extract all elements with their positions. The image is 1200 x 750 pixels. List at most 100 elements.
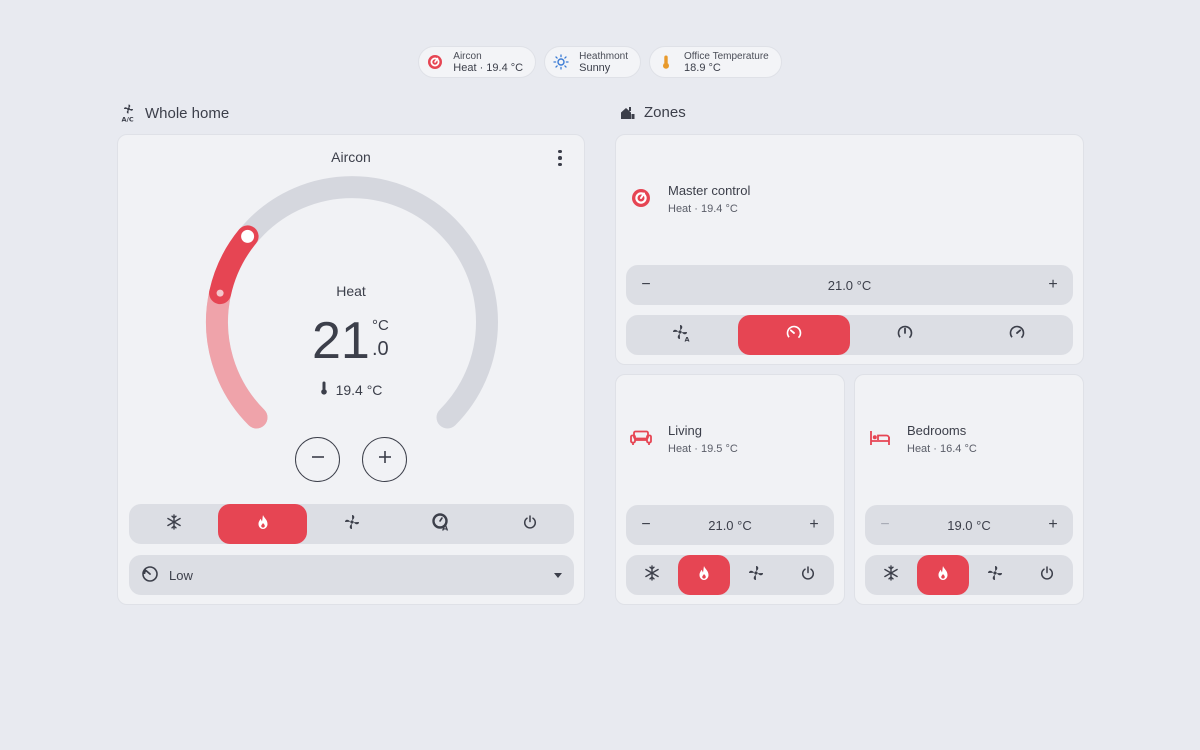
speedometer-medium-icon xyxy=(896,324,914,347)
minus-icon xyxy=(311,450,325,469)
card-title: Aircon xyxy=(331,149,371,165)
mode-heat-button[interactable] xyxy=(917,555,969,595)
zone-state: Heat · 16.4 °C xyxy=(907,443,977,455)
mode-off-button[interactable] xyxy=(485,504,574,544)
thermometer-icon xyxy=(320,381,328,398)
aircon-thermostat-card: Aircon Heat 21 °C .0 19.4 °C A xyxy=(117,134,585,605)
mode-cool-button[interactable] xyxy=(129,504,218,544)
bedrooms-mode-bar xyxy=(865,555,1073,595)
living-temperature-stepper: − 21.0 °C + xyxy=(626,505,834,545)
bedrooms-zone-header[interactable]: Bedrooms Heat · 16.4 °C xyxy=(869,423,977,456)
zone-name: Master control xyxy=(668,183,751,198)
mode-off-button[interactable] xyxy=(782,555,834,595)
hvac-mode-label: Heat xyxy=(336,283,366,299)
current-temperature-value: 19.4 °C xyxy=(335,381,383,398)
thermometer-icon xyxy=(658,54,674,70)
mode-heat-button[interactable] xyxy=(678,555,730,595)
plus-icon xyxy=(378,450,392,469)
master-control-card: Master control Heat · 19.4 °C − 21.0 °C … xyxy=(615,134,1084,365)
zones-heading: Zones xyxy=(620,104,686,121)
speedometer-fast-icon xyxy=(1008,324,1026,347)
fire-icon xyxy=(697,565,711,586)
power-icon xyxy=(801,565,815,585)
section-title: Zones xyxy=(644,104,686,121)
power-icon xyxy=(1040,565,1054,585)
increase-button[interactable]: + xyxy=(1048,276,1058,293)
fire-icon xyxy=(256,514,270,535)
fan-low-button[interactable] xyxy=(737,315,850,355)
mode-cool-button[interactable] xyxy=(626,555,678,595)
thermostat-heat-icon xyxy=(427,54,443,70)
chip-label: Heathmont xyxy=(579,50,629,62)
decrease-button[interactable]: − xyxy=(641,276,651,293)
chip-state: Sunny xyxy=(579,61,611,74)
fan-auto-icon: A xyxy=(672,324,692,347)
fan-mode-bar: A xyxy=(626,315,1073,355)
dial-current-range xyxy=(205,282,268,429)
chip-label: Aircon xyxy=(453,50,482,62)
snowflake-icon xyxy=(644,564,660,586)
zone-name: Living xyxy=(668,423,702,438)
fan-icon xyxy=(344,514,360,535)
fan-medium-button[interactable] xyxy=(850,315,962,355)
chip-state: Heat · 19.4 °C xyxy=(453,61,524,74)
bedrooms-temperature-stepper: − 19.0 °C + xyxy=(865,505,1073,545)
whole-home-heading: A/C Whole home xyxy=(121,104,229,122)
target-temperature: 21.0 °C xyxy=(708,517,752,533)
master-control-header[interactable]: Master control Heat · 19.4 °C xyxy=(630,183,750,216)
mode-heat-button[interactable] xyxy=(218,504,307,544)
mode-fan-button[interactable] xyxy=(307,504,396,544)
master-temperature-stepper: − 21.0 °C + xyxy=(626,265,1073,305)
increase-button[interactable]: + xyxy=(809,516,819,533)
target-temperature: 21.0 °C xyxy=(827,277,872,293)
speedometer-slow-icon xyxy=(785,324,803,347)
fan-mode-value: Low xyxy=(169,567,193,583)
zone-state: Heat · 19.4 °C xyxy=(668,203,738,215)
fan-mode-select[interactable]: Low xyxy=(129,555,574,595)
snowflake-icon xyxy=(166,513,182,535)
hvac-mode-bar: A xyxy=(129,504,574,544)
thermostat-heat-icon xyxy=(630,187,652,209)
sofa-icon xyxy=(630,427,652,449)
mode-cool-button[interactable] xyxy=(865,555,917,595)
svg-text:A: A xyxy=(684,335,689,342)
chip-state: 18.9 °C xyxy=(684,61,721,74)
increase-temperature-button[interactable] xyxy=(362,437,407,482)
increase-button[interactable]: + xyxy=(1048,516,1058,533)
decrease-button[interactable]: − xyxy=(641,516,651,533)
chip-office-temperature[interactable]: Office Temperature 18.9 °C xyxy=(649,46,782,78)
living-zone-header[interactable]: Living Heat · 19.5 °C xyxy=(630,423,738,456)
target-temperature-decimal: .0 xyxy=(372,338,389,360)
mode-fan-button[interactable] xyxy=(730,555,782,595)
mode-auto-button[interactable]: A xyxy=(396,504,485,544)
chip-aircon[interactable]: Aircon Heat · 19.4 °C xyxy=(418,46,537,78)
fan-icon xyxy=(987,565,1003,586)
home-zone-icon xyxy=(620,106,635,120)
air-conditioner-icon: A/C xyxy=(121,104,136,122)
mode-off-button[interactable] xyxy=(1021,555,1073,595)
living-zone-card: Living Heat · 19.5 °C − 21.0 °C + xyxy=(615,374,845,605)
temperature-unit: °C xyxy=(372,317,389,334)
dropdown-arrow-icon xyxy=(554,572,562,578)
fan-auto-button[interactable]: A xyxy=(626,315,738,355)
decrease-temperature-button[interactable] xyxy=(295,437,340,482)
decrease-button[interactable]: − xyxy=(880,516,890,533)
fan-icon xyxy=(748,565,764,586)
svg-text:A: A xyxy=(442,523,449,531)
target-temperature-integer: 21 xyxy=(312,312,370,370)
dial-target-handle xyxy=(238,226,258,246)
fan-high-button[interactable] xyxy=(961,315,1073,355)
temperature-dial[interactable] xyxy=(118,135,586,475)
status-chips: Aircon Heat · 19.4 °C Heathmont Sunny Of… xyxy=(0,46,1200,78)
mode-fan-button[interactable] xyxy=(969,555,1021,595)
current-temperature: 19.4 °C xyxy=(118,381,584,398)
chip-label: Office Temperature xyxy=(684,50,769,62)
bedrooms-zone-card: Bedrooms Heat · 16.4 °C − 19.0 °C + xyxy=(854,374,1084,605)
sunny-icon xyxy=(553,54,569,70)
chip-weather[interactable]: Heathmont Sunny xyxy=(544,46,642,78)
dial-current-marker xyxy=(216,289,224,297)
more-options-button[interactable] xyxy=(552,149,568,167)
living-mode-bar xyxy=(626,555,834,595)
fire-icon xyxy=(936,565,950,586)
thermostat-auto-icon: A xyxy=(431,512,450,536)
